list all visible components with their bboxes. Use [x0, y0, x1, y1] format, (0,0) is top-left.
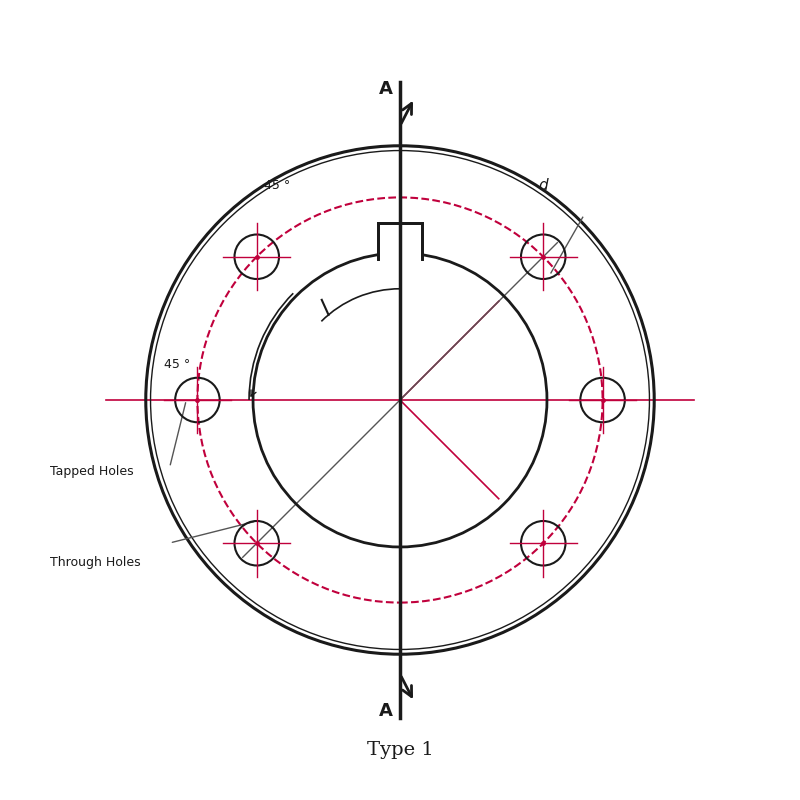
- Text: Tapped Holes: Tapped Holes: [50, 465, 134, 478]
- Text: 45 °: 45 °: [264, 179, 290, 192]
- Text: d: d: [538, 178, 548, 193]
- Text: 45 °: 45 °: [165, 358, 190, 370]
- Text: Through Holes: Through Holes: [50, 556, 141, 570]
- Text: Type 1: Type 1: [366, 741, 434, 758]
- Bar: [378, 223, 422, 259]
- Text: A: A: [378, 79, 393, 98]
- Text: A: A: [378, 702, 393, 721]
